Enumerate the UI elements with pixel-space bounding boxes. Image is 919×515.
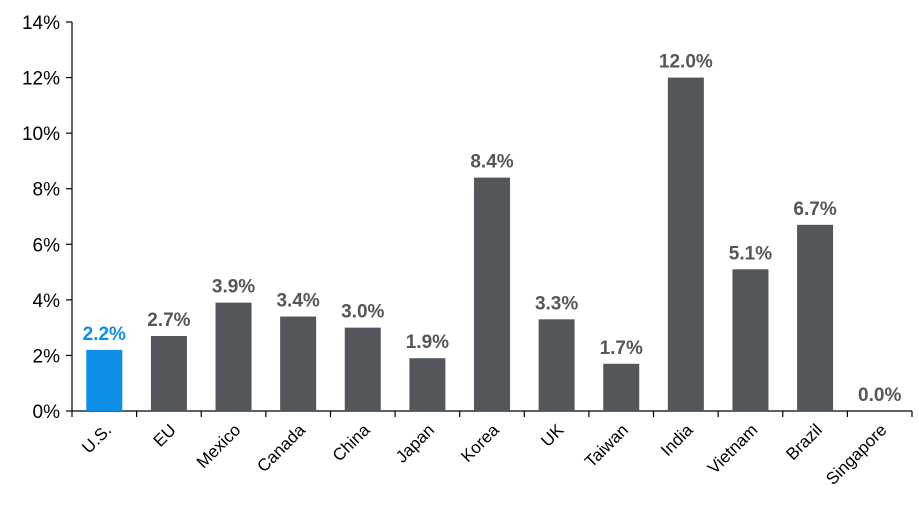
- category-label: India: [657, 420, 697, 460]
- category-label: Brazil: [782, 420, 825, 463]
- y-tick-label: 12%: [22, 69, 60, 90]
- bar: [86, 349, 123, 411]
- category-label: Taiwan: [581, 420, 632, 471]
- category-label: China: [329, 420, 374, 465]
- bar: [409, 358, 446, 411]
- data-label: 2.7%: [147, 310, 190, 331]
- category-label: EU: [150, 420, 180, 450]
- data-label: 3.0%: [341, 302, 384, 323]
- data-label: 3.4%: [276, 291, 319, 312]
- category-label: Canada: [253, 420, 309, 476]
- bar: [215, 302, 252, 411]
- data-label: 1.9%: [406, 332, 449, 353]
- data-label: 3.3%: [535, 293, 578, 314]
- y-tick-label: 8%: [33, 180, 61, 201]
- data-label: 2.2%: [83, 324, 126, 345]
- bar: [538, 319, 575, 411]
- category-label: Singapore: [822, 420, 890, 488]
- category-label: Korea: [457, 420, 503, 466]
- data-label: 5.1%: [729, 243, 772, 264]
- y-tick-label: 4%: [33, 291, 61, 312]
- y-tick-label: 14%: [22, 13, 60, 34]
- y-tick-label: 0%: [33, 402, 61, 423]
- bar: [603, 363, 640, 411]
- category-label: Mexico: [193, 420, 245, 472]
- y-tick-label: 6%: [33, 235, 61, 256]
- category-label: Vietnam: [704, 420, 761, 477]
- bar: [474, 177, 510, 411]
- data-label: 1.7%: [600, 338, 643, 359]
- bar: [797, 224, 834, 411]
- bar: [344, 327, 381, 411]
- y-tick-label: 10%: [22, 124, 60, 145]
- data-label: 8.4%: [470, 152, 513, 173]
- category-label: U.S.: [78, 420, 115, 457]
- category-label: Japan: [392, 420, 438, 466]
- bar: [150, 335, 187, 411]
- bar: [667, 77, 704, 412]
- data-label: 3.9%: [212, 277, 255, 298]
- data-label: 0.0%: [858, 385, 901, 406]
- y-tick-label: 2%: [33, 346, 61, 367]
- category-label: UK: [537, 420, 568, 451]
- data-label: 6.7%: [793, 199, 836, 220]
- bar: [280, 316, 317, 411]
- bar: [732, 269, 769, 411]
- data-label: 12.0%: [659, 52, 713, 73]
